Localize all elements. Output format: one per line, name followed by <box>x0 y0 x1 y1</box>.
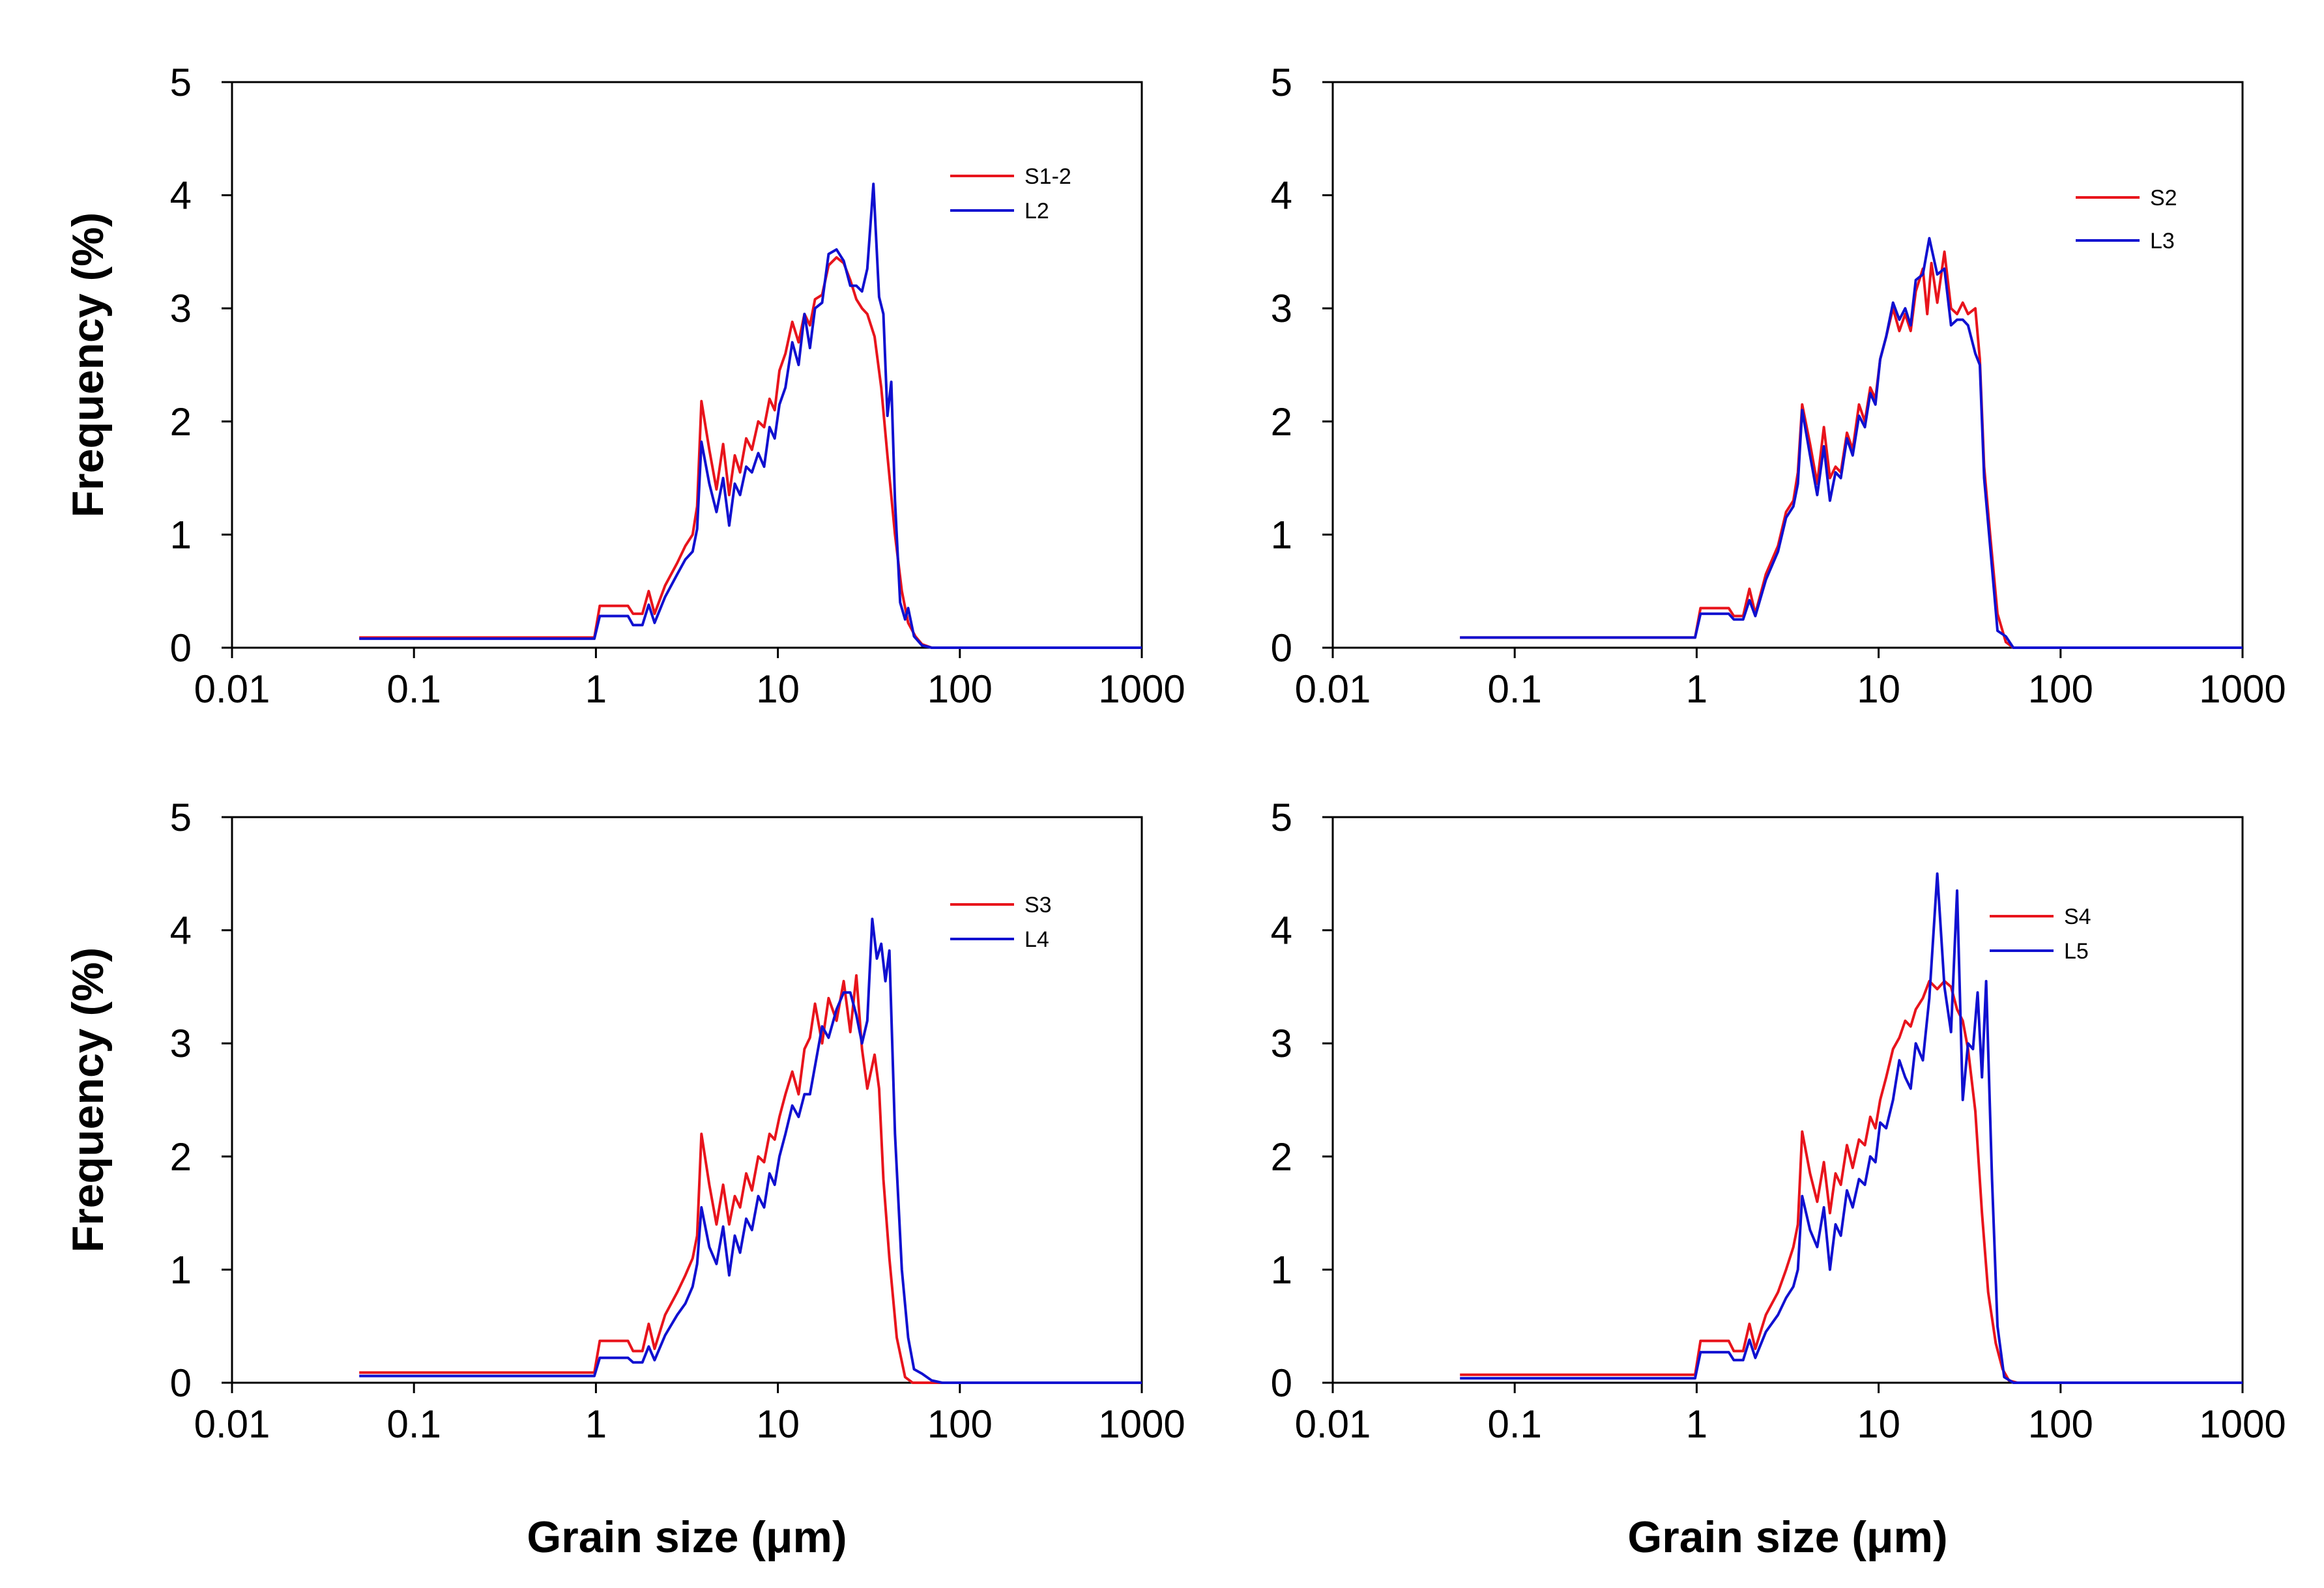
y-tick-label: 2 <box>170 400 192 444</box>
panel-top-right: 0.01 0.1 1 10 100 1000 0 1 2 3 4 5 S2 L3 <box>1271 61 2286 711</box>
x-tick-label: 100 <box>2028 667 2093 711</box>
x-axis-title: Grain size (μm) <box>1627 1512 1947 1562</box>
x-tick-label: 10 <box>756 667 800 711</box>
legend-label: S2 <box>2150 186 2177 210</box>
x-tick-label: 1000 <box>2199 667 2286 711</box>
x-tick-label: 100 <box>927 1402 993 1446</box>
x-tick-label: 1000 <box>1098 1402 1185 1446</box>
y-tick-label: 3 <box>170 287 192 330</box>
x-axis-title: Grain size (μm) <box>527 1512 847 1562</box>
x-tick-label: 1 <box>585 667 607 711</box>
x-tick-label: 100 <box>2028 1402 2093 1446</box>
y-tick-label: 1 <box>170 1248 192 1292</box>
y-tick-label: 3 <box>1271 1022 1292 1065</box>
legend-label: L3 <box>2150 229 2175 253</box>
y-tick-label: 1 <box>1271 1248 1292 1292</box>
y-tick-label: 0 <box>1271 1361 1292 1405</box>
y-tick-label: 2 <box>170 1135 192 1179</box>
y-tick-label: 0 <box>1271 626 1292 670</box>
x-tick-label: 0.01 <box>194 667 270 711</box>
y-tick-label: 1 <box>170 513 192 556</box>
plot-frame <box>231 816 1143 1384</box>
x-tick-label: 10 <box>756 1402 800 1446</box>
x-tick-label: 0.01 <box>194 1402 270 1446</box>
legend-label: L4 <box>1024 927 1049 952</box>
series-line-s3 <box>359 974 1142 1384</box>
legend: S2 L3 <box>2076 186 2177 253</box>
x-tick-label: 1 <box>1686 1402 1707 1446</box>
y-tick-label: 4 <box>170 909 192 953</box>
legend-label: L2 <box>1024 199 1049 224</box>
legend-label: S1-2 <box>1024 164 1071 189</box>
y-tick-label: 3 <box>1271 287 1292 330</box>
series-line-l4 <box>359 917 1142 1384</box>
y-tick-label: 1 <box>1271 513 1292 556</box>
x-tick-label: 1 <box>585 1402 607 1446</box>
plot-frame <box>1331 816 2244 1384</box>
y-tick-label: 0 <box>170 1361 192 1405</box>
y-tick-label: 5 <box>170 796 192 839</box>
plot-frame <box>231 81 1143 649</box>
y-tick-label: 4 <box>170 174 192 218</box>
x-tick-label: 1000 <box>2199 1402 2286 1446</box>
legend-label: S3 <box>1024 893 1052 917</box>
x-tick-label: 0.1 <box>386 667 441 711</box>
plot-frame <box>1331 81 2244 649</box>
y-tick-label: 2 <box>1271 400 1292 444</box>
y-tick-label: 5 <box>1271 796 1292 839</box>
panel-top-left: 0.01 0.1 1 10 100 1000 0 1 2 3 4 5 Frequency (%) S1-2… <box>63 61 1185 711</box>
y-axis-title: Frequency (%) <box>63 212 113 518</box>
series-line-l5 <box>1460 872 2243 1384</box>
y-tick-label: 5 <box>1271 61 1292 104</box>
series-line-s2 <box>1460 250 2243 649</box>
y-tick-label: 3 <box>170 1022 192 1065</box>
y-tick-label: 2 <box>1271 1135 1292 1179</box>
series-line-l2 <box>359 182 1142 649</box>
x-tick-label: 0.1 <box>1487 667 1541 711</box>
y-axis-title: Frequency (%) <box>63 947 113 1253</box>
series-line-l3 <box>1460 237 2243 649</box>
x-tick-label: 1000 <box>1098 667 1185 711</box>
legend: S1-2 L2 <box>950 164 1071 224</box>
y-tick-label: 0 <box>170 626 192 670</box>
legend-label: S4 <box>2064 904 2091 929</box>
panel-bottom-left: 0.01 0.1 1 10 100 1000 0 1 2 3 4 5 Frequency (%) Grai… <box>63 796 1185 1562</box>
x-tick-label: 100 <box>927 667 993 711</box>
x-tick-label: 0.1 <box>1487 1402 1541 1446</box>
x-tick-label: 0.01 <box>1295 667 1371 711</box>
y-tick-label: 4 <box>1271 909 1292 953</box>
panel-bottom-right: 0.01 0.1 1 10 100 1000 0 1 2 3 4 5 Grain size (μm) S4… <box>1271 796 2286 1562</box>
x-tick-label: 10 <box>1857 1402 1900 1446</box>
x-tick-label: 0.1 <box>386 1402 441 1446</box>
series-line-s1-2 <box>359 256 1142 649</box>
x-tick-label: 10 <box>1857 667 1900 711</box>
y-tick-label: 5 <box>170 61 192 104</box>
y-tick-label: 4 <box>1271 174 1292 218</box>
x-tick-label: 0.01 <box>1295 1402 1371 1446</box>
x-tick-label: 1 <box>1686 667 1707 711</box>
legend-label: L5 <box>2064 939 2089 964</box>
